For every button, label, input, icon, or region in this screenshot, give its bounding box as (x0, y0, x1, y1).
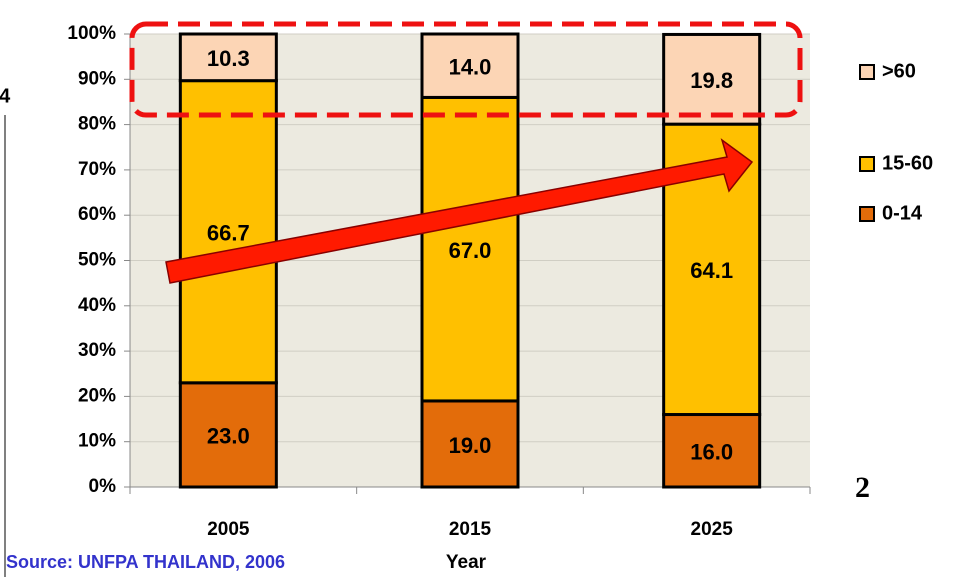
bar-segment (178, 381, 278, 489)
legend-swatch (859, 64, 875, 80)
y-tick-label: 0% (89, 476, 117, 497)
y-tick-label: 100% (67, 23, 116, 44)
legend-swatch (859, 206, 875, 222)
y-tick-label: 40% (78, 295, 116, 316)
data-label: 19.0 (449, 433, 492, 458)
data-label: 19.8 (690, 68, 733, 93)
page-number: 2 (855, 471, 870, 504)
bar-segment (662, 32, 762, 126)
data-label: 64.1 (690, 258, 733, 283)
source-note: Source: UNFPA THAILAND, 2006 (6, 552, 285, 572)
y-tick-label: 60% (78, 204, 116, 225)
y-tick-label: 90% (78, 68, 116, 89)
x-axis-label: Year (446, 552, 487, 573)
y-tick-label: 80% (78, 114, 116, 135)
data-label: 10.3 (207, 46, 250, 71)
x-tick-label: 2015 (449, 519, 492, 540)
clipped-text: 34 (0, 85, 11, 107)
y-tick-label: 20% (78, 385, 116, 406)
data-label: 67.0 (449, 238, 492, 263)
legend-swatch (859, 156, 875, 172)
highlight-box (129, 21, 803, 118)
bar-segment (420, 95, 520, 403)
y-tick-label: 10% (78, 431, 116, 452)
legend-label: 15-60 (882, 152, 933, 174)
data-label: 23.0 (207, 424, 250, 449)
legend-label: >60 (882, 60, 916, 82)
data-label: 14.0 (449, 55, 492, 80)
data-label: 16.0 (690, 440, 733, 465)
bar-segment (420, 399, 520, 489)
x-tick-label: 2005 (207, 519, 250, 540)
y-tick-label: 30% (78, 340, 116, 361)
bar-segment (178, 32, 278, 83)
data-label: 66.7 (207, 221, 250, 246)
trend-arrow (165, 138, 754, 284)
legend-label: 0-14 (882, 202, 923, 224)
plot: 0% 10% 20% 30% 40% 50% 60% 70% 80% 90% 100% 2005 23.… (67, 23, 811, 540)
y-tick-label: 70% (78, 159, 116, 180)
y-tick-label: 50% (78, 250, 116, 271)
x-tick-label: 2025 (691, 519, 734, 540)
bar-segment (420, 32, 520, 99)
